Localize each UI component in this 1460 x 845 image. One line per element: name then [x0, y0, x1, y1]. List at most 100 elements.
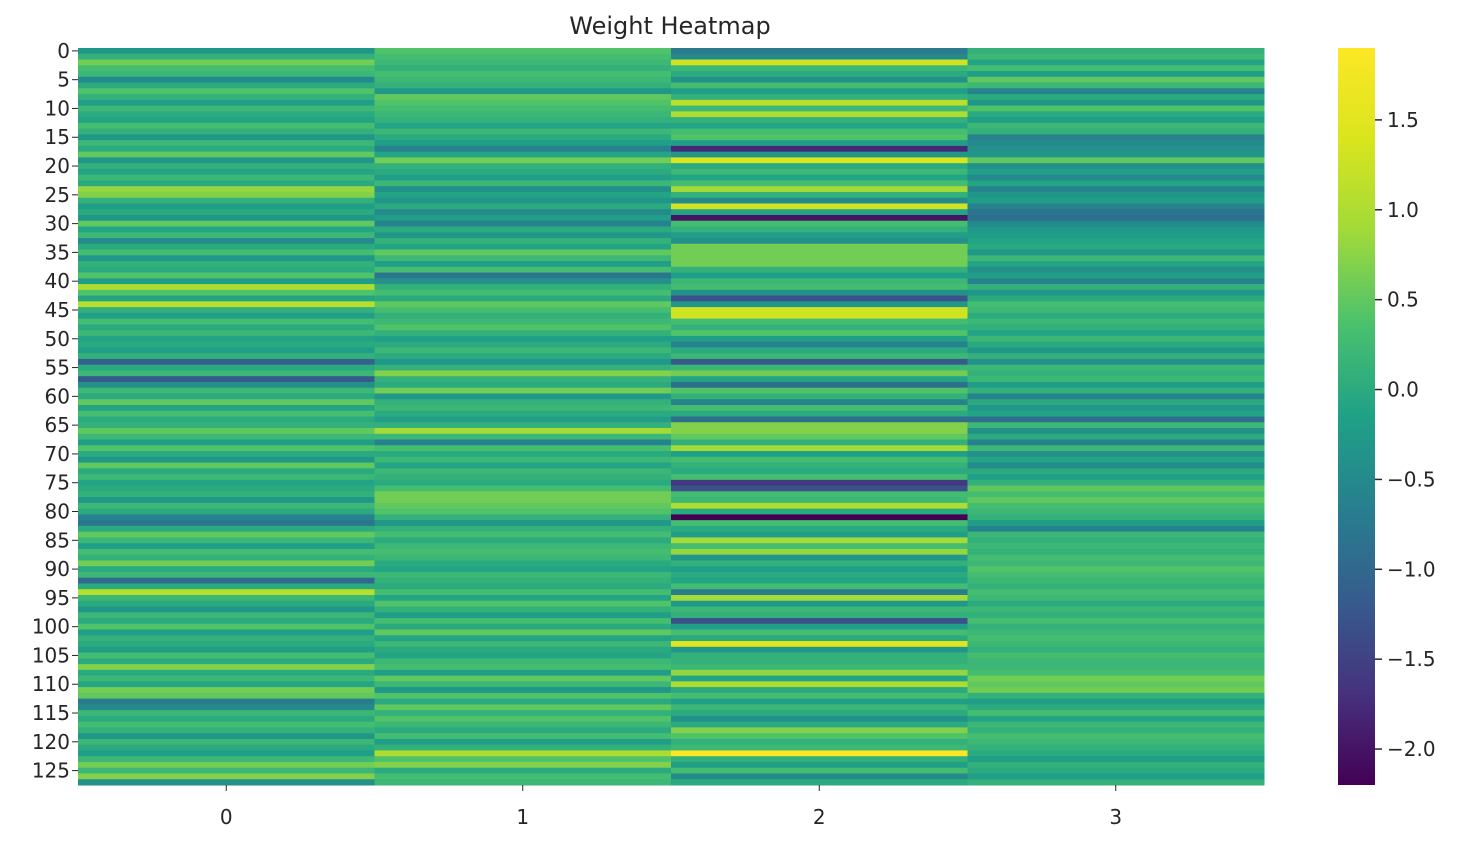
heatmap-cell [671, 111, 968, 118]
heatmap-cell [78, 203, 375, 210]
heatmap-cell [967, 94, 1265, 101]
heatmap-cell [374, 128, 672, 135]
heatmap-cell [671, 168, 968, 176]
heatmap-cell [671, 502, 968, 510]
heatmap-cell [671, 664, 968, 671]
heatmap-cell [78, 664, 375, 671]
heatmap-cell [78, 48, 375, 55]
heatmap-cell [671, 272, 968, 279]
heatmap-cell [671, 756, 968, 763]
heatmap-cell [967, 238, 1265, 245]
heatmap-cell [78, 779, 375, 786]
heatmap-cell [967, 618, 1265, 625]
heatmap-cell [671, 122, 968, 130]
heatmap-cell [967, 623, 1265, 631]
heatmap-cell [967, 387, 1265, 394]
heatmap-cell [374, 462, 672, 469]
heatmap-cell [671, 76, 968, 84]
heatmap-cell [671, 635, 968, 642]
heatmap-cell [78, 618, 375, 625]
heatmap-cell [78, 485, 375, 492]
heatmap-cell [374, 451, 672, 458]
heatmap-cell [78, 583, 375, 590]
heatmap-cell [78, 456, 375, 464]
heatmap-cell [374, 485, 672, 492]
heatmap-cell [671, 629, 968, 636]
heatmap-cell [967, 249, 1265, 256]
heatmap-cell [671, 404, 968, 412]
heatmap-cell [671, 589, 968, 596]
heatmap-cell [374, 266, 672, 274]
heatmap-cell [967, 669, 1265, 677]
heatmap-cell [374, 249, 672, 256]
heatmap-cell [967, 393, 1265, 400]
heatmap-cell [671, 738, 968, 746]
heatmap-cell [374, 410, 672, 417]
heatmap-cell [78, 508, 375, 515]
heatmap-cell [967, 295, 1265, 302]
heatmap-cell [374, 111, 672, 118]
heatmap-cell [374, 508, 672, 515]
heatmap-cell [967, 105, 1265, 112]
heatmap-cell [374, 180, 672, 187]
heatmap-cell [671, 462, 968, 469]
heatmap-cell [967, 738, 1265, 746]
heatmap-cell [967, 122, 1265, 130]
heatmap-cell [967, 456, 1265, 464]
heatmap-cell [374, 197, 672, 204]
heatmap-cell [78, 468, 375, 475]
heatmap-cell [671, 209, 968, 216]
heatmap-cell [967, 721, 1265, 728]
heatmap-cell [78, 520, 375, 527]
y-tick-label: 85 [45, 528, 70, 552]
heatmap-cell [671, 715, 968, 723]
heatmap-cell [374, 59, 672, 66]
heatmap-cell [671, 531, 968, 538]
heatmap-cell [967, 710, 1265, 717]
heatmap-cell [78, 214, 375, 222]
heatmap-cell [374, 71, 672, 78]
heatmap-cell [671, 698, 968, 705]
heatmap-cell [78, 191, 375, 199]
heatmap-cell [78, 358, 375, 366]
colorbar-tick-label: 0.0 [1387, 378, 1419, 402]
heatmap-cell [78, 767, 375, 774]
heatmap-cell [374, 721, 672, 728]
heatmap-cell [967, 502, 1265, 510]
heatmap-cell [967, 174, 1265, 181]
heatmap-cell [967, 157, 1265, 164]
heatmap-cell [967, 646, 1265, 654]
heatmap-cell [967, 485, 1265, 492]
heatmap-cell [671, 71, 968, 78]
heatmap-cell [671, 387, 968, 394]
y-tick-label: 0 [57, 39, 70, 63]
heatmap-cell [374, 191, 672, 199]
heatmap-cell [671, 433, 968, 441]
heatmap-cell [78, 197, 375, 204]
heatmap-cell [671, 491, 968, 498]
heatmap-cell [967, 652, 1265, 659]
heatmap-cell [967, 381, 1265, 389]
heatmap-cell [78, 318, 375, 325]
heatmap-cell [78, 335, 375, 343]
y-tick-label: 65 [45, 413, 70, 437]
heatmap-cell [78, 416, 375, 423]
y-tick-label: 20 [45, 154, 70, 178]
heatmap-cell [671, 704, 968, 711]
heatmap-cell [374, 416, 672, 423]
heatmap-cell [78, 330, 375, 337]
heatmap-cell [78, 278, 375, 285]
heatmap-cell [78, 727, 375, 734]
heatmap-cell [967, 612, 1265, 619]
heatmap-cell [374, 583, 672, 590]
heatmap-cell [967, 71, 1265, 78]
heatmap-cell [967, 566, 1265, 573]
y-tick-label: 80 [45, 500, 70, 524]
heatmap-cell [78, 548, 375, 556]
heatmap-cell [78, 399, 375, 406]
heatmap-cell [967, 497, 1265, 504]
y-tick-label: 35 [45, 240, 70, 264]
heatmap-cell [78, 289, 375, 297]
heatmap-cell [374, 571, 672, 579]
heatmap-cell [671, 197, 968, 204]
